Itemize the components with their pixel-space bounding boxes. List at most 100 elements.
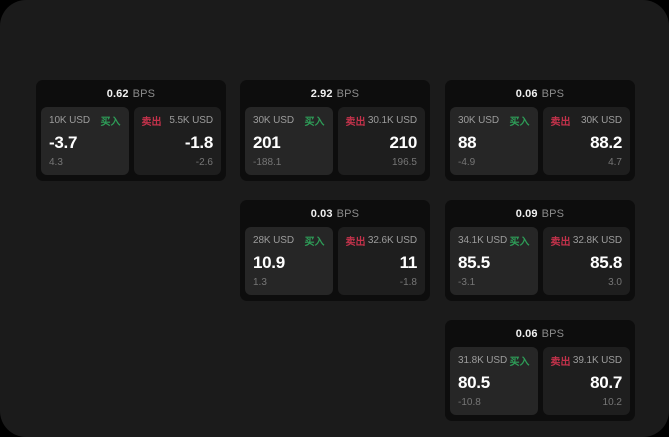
sell-side-header: 卖出 5.5K USD — [141, 114, 214, 128]
card-body: 34.1K USD 买入 85.5 -3.1 卖出 32.8K USD 85.8 3.0 — [450, 227, 630, 295]
quote-card-board: 0.62 BPS 10K USD 买入 -3.7 4.3 卖出 5.5K USD -1.8 -2.… — [36, 80, 638, 421]
sell-price-value: 80.7 — [590, 372, 622, 392]
bps-value: 2.92 — [310, 88, 333, 100]
buy-size-label: 30K USD — [458, 115, 499, 126]
card-header: 0.06 BPS — [450, 325, 630, 343]
bps-unit-label: BPS — [336, 88, 360, 100]
sell-price-value: -1.8 — [184, 132, 213, 152]
buy-action-label[interactable]: 买入 — [304, 117, 325, 128]
buy-delta-value: -10.8 — [458, 397, 481, 408]
sell-size-label: 32.8K USD — [572, 235, 622, 246]
sell-side-header: 卖出 32.6K USD — [345, 234, 418, 248]
buy-side-panel[interactable]: 31.8K USD 买入 80.5 -10.8 — [450, 347, 538, 415]
card-body: 30K USD 买入 88 -4.9 卖出 30K USD 88.2 4.7 — [450, 107, 630, 175]
bps-value: 0.62 — [106, 88, 129, 100]
sell-size-label: 30K USD — [581, 115, 622, 126]
sell-side-header: 卖出 30K USD — [550, 114, 623, 128]
quote-column-1: 2.92 BPS 30K USD 买入 201 -188.1 卖出 30.1K USD 210 1… — [240, 80, 430, 320]
buy-delta-value: -188.1 — [253, 157, 282, 168]
sell-delta-value: 4.7 — [608, 157, 622, 168]
quote-card[interactable]: 0.03 BPS 28K USD 买入 10.9 1.3 卖出 32.6K USD 11 -1.8 — [240, 200, 430, 301]
card-body: 10K USD 买入 -3.7 4.3 卖出 5.5K USD -1.8 -2.6 — [41, 107, 221, 175]
buy-size-label: 10K USD — [49, 115, 90, 126]
buy-action-label[interactable]: 买入 — [100, 117, 121, 128]
buy-side-panel[interactable]: 10K USD 买入 -3.7 4.3 — [41, 107, 129, 175]
sell-side-panel[interactable]: 卖出 30.1K USD 210 196.5 — [337, 107, 425, 175]
bps-unit-label: BPS — [541, 88, 565, 100]
sell-action-label[interactable]: 卖出 — [550, 357, 571, 368]
sell-delta-value: -1.8 — [399, 277, 417, 288]
buy-side-header: 28K USD 买入 — [253, 234, 325, 248]
buy-side-header: 31.8K USD 买入 — [458, 354, 530, 368]
buy-delta-value: 4.3 — [49, 157, 63, 168]
buy-side-panel[interactable]: 34.1K USD 买入 85.5 -3.1 — [450, 227, 538, 295]
buy-side-panel[interactable]: 30K USD 买入 88 -4.9 — [450, 107, 538, 175]
card-header: 0.09 BPS — [450, 205, 630, 223]
sell-side-header: 卖出 30.1K USD — [345, 114, 418, 128]
buy-size-label: 31.8K USD — [458, 355, 508, 366]
quote-card[interactable]: 0.09 BPS 34.1K USD 买入 85.5 -3.1 卖出 32.8K USD 85.… — [445, 200, 635, 301]
buy-action-label[interactable]: 买入 — [509, 357, 530, 368]
sell-size-label: 32.6K USD — [367, 235, 417, 246]
sell-action-label[interactable]: 卖出 — [345, 117, 366, 128]
buy-action-label[interactable]: 买入 — [304, 237, 325, 248]
sell-price-value: 85.8 — [590, 252, 622, 272]
sell-side-panel[interactable]: 卖出 32.8K USD 85.8 3.0 — [542, 227, 630, 295]
sell-price-value: 210 — [389, 132, 418, 152]
sell-side-panel[interactable]: 卖出 5.5K USD -1.8 -2.6 — [133, 107, 221, 175]
quote-card[interactable]: 0.06 BPS 31.8K USD 买入 80.5 -10.8 卖出 39.1K USD 80… — [445, 320, 635, 421]
quote-card[interactable]: 2.92 BPS 30K USD 买入 201 -188.1 卖出 30.1K USD 210 1… — [240, 80, 430, 181]
quote-card[interactable]: 0.62 BPS 10K USD 买入 -3.7 4.3 卖出 5.5K USD -1.8 -2.… — [36, 80, 226, 181]
sell-size-label: 39.1K USD — [572, 355, 622, 366]
bps-unit-label: BPS — [541, 208, 565, 220]
quote-card[interactable]: 0.06 BPS 30K USD 买入 88 -4.9 卖出 30K USD 88.2 4.7 — [445, 80, 635, 181]
bps-value: 0.03 — [310, 208, 333, 220]
buy-delta-value: -3.1 — [458, 277, 476, 288]
card-header: 2.92 BPS — [245, 85, 425, 103]
buy-delta-value: 1.3 — [253, 277, 267, 288]
buy-size-label: 34.1K USD — [458, 235, 508, 246]
buy-side-panel[interactable]: 30K USD 买入 201 -188.1 — [245, 107, 333, 175]
sell-delta-value: 10.2 — [602, 397, 622, 408]
sell-side-header: 卖出 32.8K USD — [550, 234, 623, 248]
buy-delta-value: -4.9 — [458, 157, 476, 168]
sell-action-label[interactable]: 卖出 — [141, 117, 162, 128]
sell-action-label[interactable]: 卖出 — [345, 237, 366, 248]
buy-side-header: 10K USD 买入 — [49, 114, 121, 128]
bps-value: 0.09 — [515, 208, 538, 220]
bps-value: 0.06 — [515, 88, 538, 100]
card-body: 30K USD 买入 201 -188.1 卖出 30.1K USD 210 196.5 — [245, 107, 425, 175]
sell-delta-value: 196.5 — [391, 157, 417, 168]
buy-side-header: 30K USD 买入 — [458, 114, 530, 128]
sell-price-value: 88.2 — [590, 132, 622, 152]
buy-action-label[interactable]: 买入 — [509, 117, 530, 128]
quote-column-2: 0.06 BPS 30K USD 买入 88 -4.9 卖出 30K USD 88.2 4.7 0.… — [445, 80, 635, 437]
buy-size-label: 30K USD — [253, 115, 294, 126]
sell-delta-value: -2.6 — [195, 157, 213, 168]
card-body: 28K USD 买入 10.9 1.3 卖出 32.6K USD 11 -1.8 — [245, 227, 425, 295]
bps-value: 0.06 — [515, 328, 538, 340]
bps-unit-label: BPS — [336, 208, 360, 220]
buy-price-value: 80.5 — [458, 372, 490, 392]
sell-price-value: 11 — [399, 252, 418, 272]
buy-side-panel[interactable]: 28K USD 买入 10.9 1.3 — [245, 227, 333, 295]
sell-side-panel[interactable]: 卖出 32.6K USD 11 -1.8 — [337, 227, 425, 295]
card-header: 0.62 BPS — [41, 85, 221, 103]
buy-price-value: -3.7 — [49, 132, 78, 152]
card-header: 0.06 BPS — [450, 85, 630, 103]
buy-side-header: 30K USD 买入 — [253, 114, 325, 128]
card-body: 31.8K USD 买入 80.5 -10.8 卖出 39.1K USD 80.7 10.2 — [450, 347, 630, 415]
sell-side-panel[interactable]: 卖出 39.1K USD 80.7 10.2 — [542, 347, 630, 415]
sell-delta-value: 3.0 — [608, 277, 622, 288]
buy-size-label: 28K USD — [253, 235, 294, 246]
buy-price-value: 201 — [253, 132, 281, 152]
sell-action-label[interactable]: 卖出 — [550, 237, 571, 248]
sell-action-label[interactable]: 卖出 — [550, 117, 571, 128]
buy-action-label[interactable]: 买入 — [509, 237, 530, 248]
sell-side-header: 卖出 39.1K USD — [550, 354, 623, 368]
bps-unit-label: BPS — [541, 328, 565, 340]
buy-side-header: 34.1K USD 买入 — [458, 234, 530, 248]
sell-side-panel[interactable]: 卖出 30K USD 88.2 4.7 — [542, 107, 630, 175]
buy-price-value: 85.5 — [458, 252, 490, 272]
